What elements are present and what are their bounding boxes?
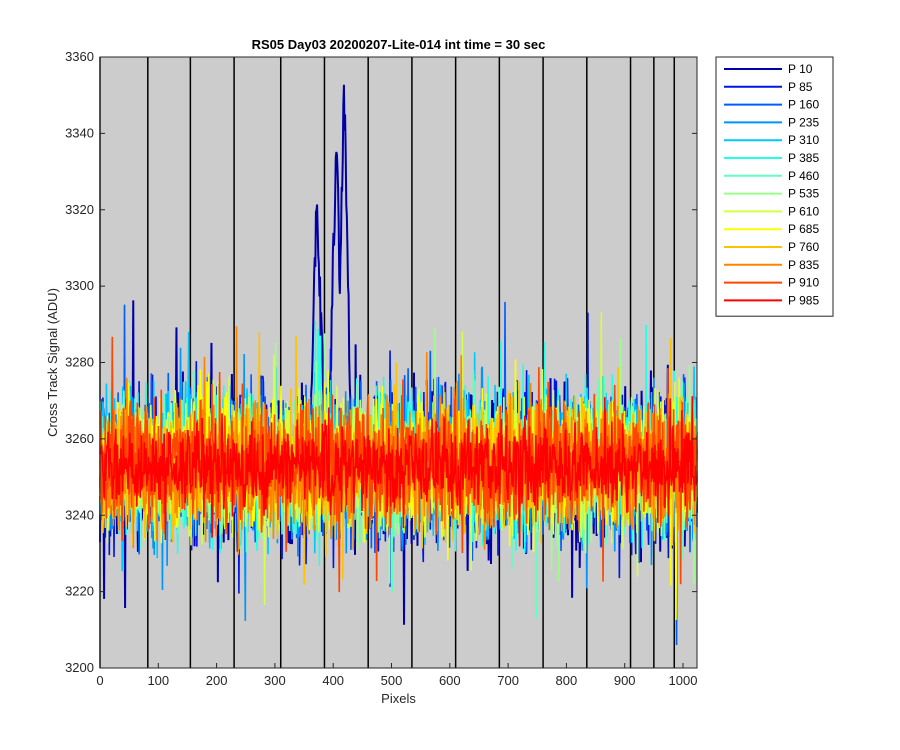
legend-entry-label: P 835 (788, 258, 819, 272)
vertical-grid-lines (99, 57, 676, 668)
legend-entry-label: P 760 (788, 240, 819, 254)
y-tick-label: 3340 (65, 125, 94, 140)
y-tick-label: 3360 (65, 49, 94, 64)
legend-entry-label: P 610 (788, 204, 819, 218)
plot-background (100, 57, 697, 668)
y-tick-label: 3260 (65, 431, 94, 446)
y-axis-ticks: 3200 3220 3240 3260 3280 3300 3320 3340 3360 (65, 49, 697, 675)
legend-entry-label: P 85 (788, 80, 813, 94)
y-tick-label: 3240 (65, 507, 94, 522)
legend-entry-label: P 160 (788, 98, 819, 112)
x-axis-ticks: 0 100 200 300 400 500 600 700 800 900 1000 (96, 663, 697, 688)
x-tick-label: 600 (439, 673, 461, 688)
x-tick-label: 0 (96, 673, 103, 688)
y-tick-label: 3280 (65, 355, 94, 370)
legend-entry-label: P 910 (788, 276, 819, 290)
legend-entry-label: P 535 (788, 187, 819, 201)
x-tick-label: 800 (556, 673, 578, 688)
legend-entry-label: P 685 (788, 222, 819, 236)
legend-entry-label: P 385 (788, 151, 819, 165)
x-tick-label: 200 (206, 673, 228, 688)
series-line (99, 396, 698, 547)
legend-entry-label: P 460 (788, 169, 819, 183)
x-tick-label: 700 (497, 673, 519, 688)
legend-entry-label: P 10 (788, 62, 813, 76)
chart-title: RS05 Day03 20200207-Lite-014 int time = … (252, 37, 546, 52)
x-tick-label: 100 (147, 673, 169, 688)
legend-entry-label: P 985 (788, 293, 819, 307)
x-axis-label: Pixels (381, 691, 416, 706)
x-tick-label: 300 (264, 673, 286, 688)
x-tick-label: 400 (322, 673, 344, 688)
plot-area (100, 57, 697, 668)
legend-entry-label: P 310 (788, 133, 819, 147)
y-tick-label: 3220 (65, 584, 94, 599)
legend: P 10 P 85 P 160 P 235 P 310 P 385 P 460 P 535 P … (715, 56, 834, 317)
legend-box (715, 56, 834, 317)
y-axis-label: Cross Track Signal (ADU) (45, 288, 60, 437)
y-tick-label: 3200 (65, 660, 94, 675)
y-tick-label: 3320 (65, 202, 94, 217)
y-tick-label: 3300 (65, 278, 94, 293)
legend-entry-label: P 235 (788, 115, 819, 129)
x-tick-label: 500 (381, 673, 403, 688)
series-lines (99, 84, 698, 645)
x-tick-label: 1000 (669, 673, 698, 688)
x-tick-label: 900 (614, 673, 636, 688)
